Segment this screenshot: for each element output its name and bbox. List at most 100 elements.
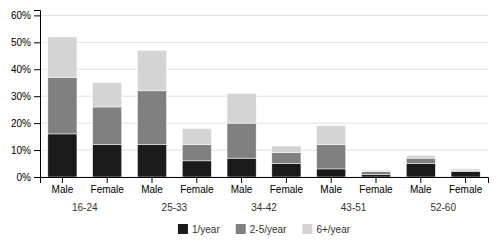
bar	[93, 145, 122, 177]
bar	[451, 172, 480, 177]
x-tick: Female	[91, 177, 125, 195]
bar	[48, 134, 77, 177]
y-axis: 0% 10% 20% 30% 40% 50% 60%	[11, 10, 41, 183]
annotations: 16-24 25-33 34-42 43-51 52-60	[72, 202, 456, 213]
bar	[361, 170, 390, 171]
y-tick: 30%	[11, 91, 40, 102]
bar	[182, 161, 211, 177]
y-tick-label: 20%	[11, 118, 31, 129]
x-tick-mark	[286, 177, 287, 183]
bars	[48, 37, 480, 177]
y-tick-mark	[34, 123, 40, 124]
bar	[406, 164, 435, 177]
x-tick-label: Male	[320, 184, 342, 195]
bar	[227, 123, 256, 158]
y-tick: 40%	[11, 64, 40, 75]
x-tick: Male	[141, 177, 163, 195]
x-tick-mark	[331, 177, 332, 183]
y-tick-mark	[34, 69, 40, 70]
x-tick-label: Male	[141, 184, 163, 195]
x-tick-label: Female	[91, 184, 125, 195]
x-axis-line	[41, 178, 489, 184]
legend-item: 2-5/year	[236, 224, 287, 235]
legend-label: 2-5/year	[250, 224, 287, 235]
y-tick-mark	[34, 15, 40, 16]
x-tick-label: Male	[52, 184, 74, 195]
group-label: 34-42	[251, 202, 277, 213]
x-tick: Female	[270, 177, 304, 195]
y-axis-line	[34, 11, 41, 178]
x-tick-mark	[420, 177, 421, 183]
y-tick: 50%	[11, 37, 40, 48]
x-tick: Male	[410, 177, 432, 195]
bar	[272, 164, 301, 177]
x-tick-label: Female	[359, 184, 393, 195]
bar	[227, 94, 256, 124]
bar	[451, 169, 480, 170]
bar	[227, 158, 256, 177]
x-tick-mark	[241, 177, 242, 183]
y-tick-label: 30%	[11, 91, 31, 102]
y-tick: 10%	[11, 145, 40, 156]
group-label: 16-24	[72, 202, 98, 213]
y-tick-label: 40%	[11, 64, 31, 75]
x-tick-mark	[62, 177, 63, 183]
x-tick: Female	[359, 177, 393, 195]
x-axis: Male Female Male Female Male Female Male Female…	[41, 177, 489, 195]
bar	[317, 169, 346, 177]
bar	[93, 107, 122, 145]
bar	[182, 129, 211, 145]
x-tick-mark	[376, 177, 377, 183]
legend-swatch	[302, 224, 312, 234]
y-tick-mark	[34, 42, 40, 43]
bar	[317, 126, 346, 145]
legend-label: 1/year	[192, 224, 220, 235]
bar	[406, 155, 435, 158]
y-tick-label: 50%	[11, 37, 31, 48]
grid	[40, 15, 488, 177]
bar	[272, 153, 301, 164]
x-tick-mark	[107, 177, 108, 183]
legend-swatch	[236, 224, 246, 234]
grid-line	[40, 15, 488, 16]
bar	[137, 145, 166, 177]
y-tick-mark	[34, 150, 40, 151]
bar	[361, 174, 390, 177]
x-tick-label: Female	[449, 184, 483, 195]
series	[48, 37, 480, 172]
y-tick: 60%	[11, 10, 40, 21]
y-tick-label: 10%	[11, 145, 31, 156]
bar	[137, 91, 166, 145]
bar	[137, 50, 166, 90]
x-tick: Male	[52, 177, 74, 195]
x-tick: Female	[449, 177, 483, 195]
grid-line	[40, 69, 488, 70]
group-label: 25-33	[162, 202, 188, 213]
legend-item: 1/year	[178, 224, 220, 235]
x-tick: Female	[180, 177, 214, 195]
x-tick-label: Female	[270, 184, 304, 195]
legend-item: 6+/year	[302, 224, 350, 235]
bar	[406, 158, 435, 163]
y-tick-mark	[34, 96, 40, 97]
x-tick: Male	[320, 177, 342, 195]
bar	[182, 145, 211, 161]
legend-label: 6+/year	[316, 224, 350, 235]
bar	[93, 83, 122, 107]
x-tick-label: Male	[410, 184, 432, 195]
legend: 1/year 2-5/year 6+/year	[178, 224, 351, 235]
x-tick-mark	[465, 177, 466, 183]
bar	[317, 145, 346, 169]
y-tick-label: 60%	[11, 10, 31, 21]
grid-line	[40, 42, 488, 43]
group-label: 43-51	[341, 202, 367, 213]
bar	[48, 37, 77, 77]
group-label: 52-60	[430, 202, 456, 213]
bar	[272, 146, 301, 153]
y-tick: 20%	[11, 118, 40, 129]
legend-swatch	[178, 224, 188, 234]
bar	[48, 77, 77, 134]
y-tick-mark	[34, 177, 40, 178]
x-tick-label: Female	[180, 184, 214, 195]
y-tick-label: 0%	[17, 172, 32, 183]
